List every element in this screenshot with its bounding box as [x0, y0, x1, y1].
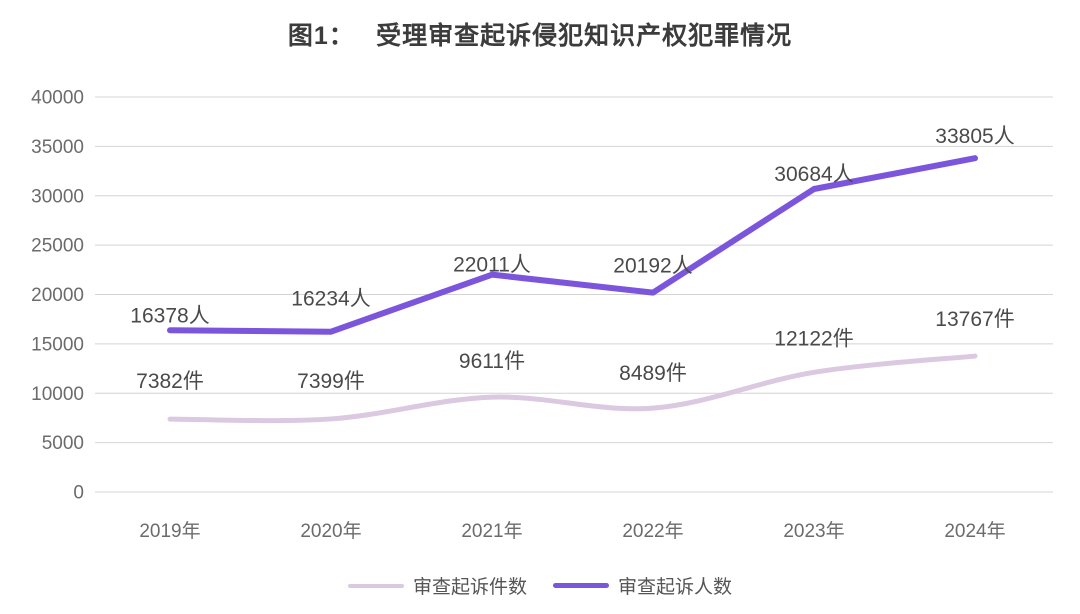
y-tick-label: 35000: [31, 137, 84, 158]
data-label-件-2020年: 7399件: [297, 370, 365, 393]
y-tick-label: 5000: [42, 433, 84, 454]
data-label-件-2022年: 8489件: [619, 362, 687, 385]
series-line-1: [167, 155, 978, 335]
series-lines: [167, 155, 978, 424]
data-label-件-2023年: 12122件: [774, 327, 853, 350]
data-labels: 7382件 7399件 9611件 8489件 12122件 13767件 16378人 16…: [130, 125, 1014, 393]
gridlines: [95, 96, 1053, 493]
y-tick-label: 10000: [31, 384, 84, 405]
y-tick-label: 30000: [31, 186, 84, 207]
line-chart-canvas: 0 5000 10000 15000 20000 25000 30000 35000 40000…: [31, 88, 1053, 542]
legend-label-cases: 审查起诉件数: [412, 577, 527, 598]
x-axis-labels: 2019年 2020年 2021年 2022年 2023年 2024年: [139, 520, 1005, 542]
data-label-人-2022年: 20192人: [613, 255, 692, 278]
x-tick-label: 2022年: [622, 520, 683, 542]
x-tick-label: 2024年: [944, 520, 1005, 542]
x-tick-label: 2020年: [300, 520, 361, 542]
y-tick-label: 40000: [31, 88, 84, 109]
data-label-人-2021年: 22011人: [453, 254, 531, 277]
y-tick-label: 20000: [31, 285, 84, 306]
chart-legend: 审查起诉件数 审查起诉人数: [0, 572, 1080, 599]
y-tick-label: 25000: [31, 236, 84, 257]
x-tick-label: 2023年: [783, 520, 844, 542]
data-label-件-2024年: 13767件: [935, 308, 1014, 331]
data-label-件-2021年: 9611件: [459, 350, 525, 373]
x-tick-label: 2019年: [139, 520, 200, 542]
data-label-人-2024年: 33805人: [935, 125, 1014, 148]
legend-item-cases: 审查起诉件数: [347, 572, 527, 599]
data-label-件-2019年: 7382件: [136, 370, 204, 393]
legend-label-persons: 审查起诉人数: [618, 577, 733, 598]
x-tick-label: 2021年: [461, 520, 522, 542]
legend-item-persons: 审查起诉人数: [553, 572, 732, 599]
legend-swatch-cases-line: [347, 583, 404, 588]
y-tick-label: 0: [73, 483, 84, 504]
y-axis-labels: 0 5000 10000 15000 20000 25000 30000 35000 40000: [31, 88, 84, 504]
data-label-人-2023年: 30684人: [774, 163, 853, 186]
chart-title: 图1： 受理审查起诉侵犯知识产权犯罪情况: [287, 22, 793, 50]
legend-swatch-persons-line: [553, 583, 609, 588]
data-label-人-2019年: 16378人: [130, 304, 209, 327]
series-line-0: [167, 353, 978, 424]
data-label-人-2020年: 16234人: [291, 288, 370, 311]
y-tick-label: 15000: [31, 334, 84, 355]
